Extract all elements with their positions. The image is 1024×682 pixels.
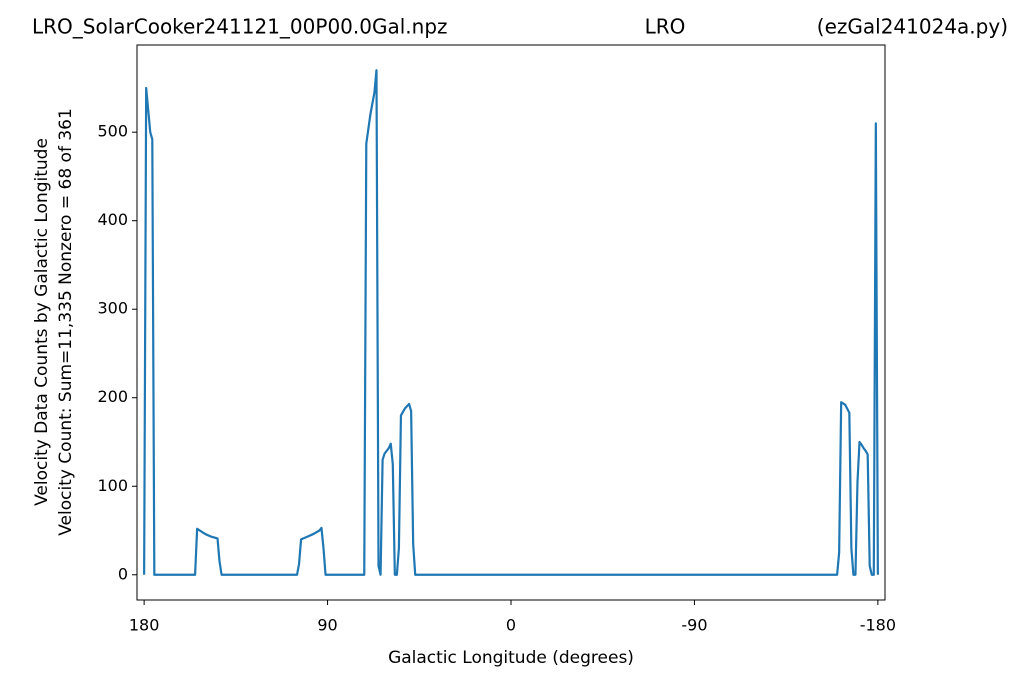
data-line <box>143 69 879 576</box>
x-tick-label: 180 <box>129 616 160 635</box>
y-tick-label: 300 <box>97 299 128 318</box>
y-axis-label: Velocity Count: Sum=11,335 Nonzero = 68 … <box>56 108 76 536</box>
title-right: (ezGal241024a.py) <box>817 15 1008 39</box>
y-tick-label: 100 <box>97 476 128 495</box>
x-tick-label: -90 <box>681 616 707 635</box>
x-tick-label: 0 <box>506 616 516 635</box>
y-tick-label: 500 <box>97 122 128 141</box>
y-tick-label: 0 <box>118 564 128 583</box>
title-center: LRO <box>645 15 686 39</box>
y-tick-label: 400 <box>97 210 128 229</box>
y-axis-label: Velocity Data Counts by Galactic Longitu… <box>32 138 52 506</box>
x-tick-label: 90 <box>317 616 337 635</box>
title-left: LRO_SolarCooker241121_00P00.0Gal.npz <box>32 15 448 39</box>
y-tick-label: 200 <box>97 387 128 406</box>
x-axis-label: Galactic Longitude (degrees) <box>388 648 634 668</box>
plot-frame <box>136 44 886 601</box>
x-tick-label: -180 <box>860 616 896 635</box>
